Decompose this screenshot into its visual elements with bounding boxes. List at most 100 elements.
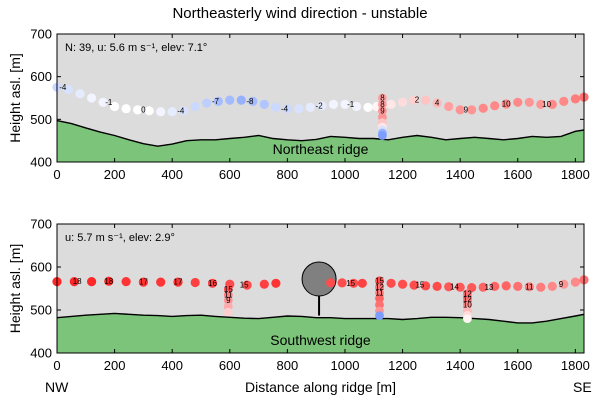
value-label: 4 — [435, 99, 440, 108]
value-label: -4 — [281, 104, 289, 113]
x-tick-label: 1400 — [446, 358, 475, 373]
x-axis-label: Distance along ridge [m] — [245, 379, 396, 395]
info-text: u: 5.7 m s⁻¹, elev: 2.9° — [65, 232, 175, 244]
x-tick-label: 0 — [53, 358, 60, 373]
value-label: 18 — [73, 277, 82, 286]
value-label: -1 — [347, 100, 355, 109]
profile-point — [375, 300, 384, 310]
data-point — [386, 99, 396, 109]
data-point — [156, 107, 166, 117]
x-tick-label: 1400 — [446, 167, 475, 182]
data-point — [478, 103, 488, 113]
plot-frame — [56, 33, 585, 163]
value-label: -4 — [59, 83, 67, 92]
profile-value-label: 11 — [224, 291, 233, 300]
value-label: 11 — [525, 282, 534, 291]
value-label: 17 — [174, 278, 183, 287]
data-point — [444, 101, 454, 112]
x-tick-label: 1600 — [503, 358, 532, 373]
data-point — [317, 101, 327, 111]
y-axis-label: Height asl. [m] — [7, 244, 23, 333]
profile-point — [378, 93, 387, 103]
data-point — [570, 277, 581, 287]
value-label: 10 — [542, 100, 551, 109]
data-point — [351, 101, 362, 112]
data-point — [570, 94, 581, 104]
data-point — [75, 89, 85, 99]
plot-frame — [56, 223, 585, 354]
value-label: 14 — [450, 282, 459, 291]
profile-point — [378, 100, 387, 109]
data-point — [501, 281, 511, 291]
x-tick-label: 200 — [104, 167, 126, 182]
data-point — [167, 107, 177, 117]
x-tick-label: 600 — [219, 358, 241, 373]
data-point — [559, 96, 569, 106]
x-tick-label: 400 — [161, 167, 183, 182]
data-point — [202, 98, 212, 108]
y-tick-label: 600 — [30, 260, 52, 275]
data-point — [138, 277, 148, 287]
data-point — [98, 97, 108, 107]
value-label: 15 — [415, 281, 424, 290]
data-point — [513, 97, 523, 107]
data-point — [87, 277, 97, 287]
profile-point — [375, 294, 384, 303]
y-tick-label: 500 — [30, 303, 52, 318]
data-point — [524, 97, 534, 107]
profile-value-label: 9 — [226, 296, 231, 305]
data-point — [63, 84, 74, 95]
turbine-rotor — [301, 261, 337, 297]
ridge-label: Southwest ridge — [270, 332, 371, 348]
data-point — [467, 105, 477, 115]
value-label: 10 — [502, 100, 511, 109]
data-point — [144, 106, 154, 116]
value-label: 0 — [141, 106, 146, 115]
y-tick-label: 600 — [30, 69, 52, 84]
data-point — [282, 104, 292, 114]
data-point — [326, 278, 336, 288]
info-text: N: 39, u: 5.6 m s⁻¹, elev: 7.1° — [65, 42, 207, 54]
value-label: -8 — [246, 97, 254, 106]
data-point — [133, 105, 143, 115]
profile-value-label: 8 — [380, 100, 385, 109]
data-point — [421, 95, 431, 105]
data-point — [409, 95, 419, 105]
data-point — [357, 278, 367, 288]
data-point — [349, 278, 359, 288]
data-point — [242, 280, 252, 290]
profile-value-label: 8 — [380, 94, 385, 103]
y-tick-label: 500 — [30, 112, 52, 127]
data-point — [559, 279, 569, 289]
profile-point — [463, 300, 472, 310]
profile-point — [223, 296, 233, 305]
terrain-fill — [57, 313, 584, 353]
value-label: 15 — [240, 281, 249, 290]
y-axis-label: Height asl. [m] — [7, 53, 23, 142]
value-label: 17 — [139, 278, 148, 287]
data-point — [87, 93, 97, 103]
data-point — [305, 102, 315, 112]
data-point — [501, 99, 511, 109]
x-tick-label: 200 — [104, 358, 126, 373]
value-label: -4 — [177, 106, 185, 115]
profile-value-label: 12 — [463, 295, 472, 304]
data-point — [340, 99, 350, 109]
data-point — [547, 99, 557, 109]
corner-label-se: SE — [573, 379, 592, 395]
ridge-label: Northeast ridge — [273, 141, 369, 157]
data-point — [398, 279, 408, 289]
data-point — [236, 95, 246, 105]
data-point — [444, 282, 454, 292]
data-point — [179, 106, 189, 116]
value-label: 16 — [208, 279, 217, 288]
value-label: -1 — [105, 98, 113, 107]
x-tick-label: 1000 — [331, 358, 360, 373]
value-label: -2 — [316, 101, 324, 110]
data-point — [271, 102, 281, 112]
profile-point — [223, 307, 233, 317]
profile-value-label: 9 — [380, 106, 385, 115]
data-point — [207, 278, 218, 288]
value-label: 15 — [346, 279, 355, 288]
y-tick-label: 700 — [30, 217, 52, 232]
